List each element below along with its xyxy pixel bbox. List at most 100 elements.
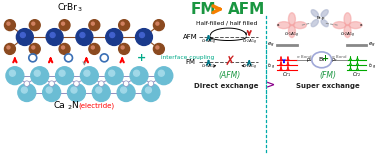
Circle shape	[106, 29, 122, 46]
Circle shape	[136, 29, 152, 46]
Ellipse shape	[321, 10, 328, 17]
Circle shape	[32, 22, 35, 25]
Circle shape	[105, 67, 123, 85]
Circle shape	[117, 84, 135, 101]
Text: (AFM): (AFM)	[218, 71, 240, 80]
Text: AFM: AFM	[183, 34, 198, 40]
Text: FM: FM	[186, 59, 196, 65]
Ellipse shape	[333, 22, 346, 29]
Circle shape	[59, 43, 70, 54]
Circle shape	[123, 81, 129, 86]
Text: +: +	[321, 54, 328, 63]
Circle shape	[68, 84, 85, 101]
Circle shape	[91, 46, 94, 49]
Ellipse shape	[277, 22, 290, 29]
Circle shape	[34, 70, 40, 76]
Circle shape	[50, 32, 55, 38]
Circle shape	[96, 87, 102, 93]
Ellipse shape	[321, 19, 328, 27]
Circle shape	[46, 87, 52, 93]
Text: $Cr_2$: $Cr_2$	[352, 70, 361, 79]
Circle shape	[158, 70, 164, 76]
Text: interface coupling: interface coupling	[161, 55, 214, 60]
Text: Direct exchange: Direct exchange	[194, 83, 259, 89]
Text: $Cr_2A_{1g}$: $Cr_2A_{1g}$	[242, 62, 257, 71]
Text: FM: FM	[191, 2, 216, 17]
Text: Br: Br	[318, 57, 325, 62]
Circle shape	[153, 43, 164, 54]
Circle shape	[89, 43, 100, 54]
Circle shape	[92, 84, 110, 101]
Circle shape	[24, 81, 29, 86]
Text: Super exchange: Super exchange	[296, 83, 359, 89]
Text: $Cr_1A_{1g}$: $Cr_1A_{1g}$	[201, 38, 216, 46]
Circle shape	[16, 29, 33, 46]
Text: $Cr_1A_{1g}$: $Cr_1A_{1g}$	[201, 62, 216, 71]
Text: $p_l$: $p_l$	[306, 56, 312, 64]
Circle shape	[84, 70, 90, 76]
Text: $Cr_2A_{1g}$: $Cr_2A_{1g}$	[242, 38, 257, 46]
Text: $t_{2g}$: $t_{2g}$	[267, 62, 275, 72]
Text: +: +	[137, 53, 147, 63]
Circle shape	[153, 20, 164, 31]
Circle shape	[21, 87, 27, 93]
Text: $e_g$: $e_g$	[369, 40, 376, 50]
Text: ✗: ✗	[224, 55, 235, 68]
Text: σ Bond: σ Bond	[332, 55, 347, 59]
Circle shape	[99, 81, 104, 86]
Circle shape	[59, 20, 70, 31]
Circle shape	[32, 46, 35, 49]
Ellipse shape	[311, 10, 318, 17]
Circle shape	[148, 81, 154, 86]
Text: Br-p: Br-p	[316, 16, 325, 20]
Ellipse shape	[344, 13, 351, 26]
Ellipse shape	[288, 13, 295, 26]
Text: $Cr_1A_{1g}$: $Cr_1A_{1g}$	[285, 30, 299, 38]
Circle shape	[43, 84, 60, 101]
Circle shape	[109, 70, 115, 76]
Circle shape	[7, 22, 10, 25]
Text: N: N	[71, 101, 78, 110]
Text: AFM: AFM	[228, 2, 265, 17]
Circle shape	[133, 70, 139, 76]
Ellipse shape	[344, 25, 351, 38]
Circle shape	[110, 32, 115, 38]
Circle shape	[119, 20, 130, 31]
Ellipse shape	[349, 22, 362, 29]
Circle shape	[91, 22, 94, 25]
Text: Ca: Ca	[54, 101, 65, 110]
Circle shape	[46, 29, 63, 46]
Circle shape	[142, 84, 160, 101]
Text: Half-filled / half filled: Half-filled / half filled	[196, 21, 257, 26]
Circle shape	[81, 67, 98, 85]
Ellipse shape	[293, 22, 306, 29]
Circle shape	[130, 67, 148, 85]
Text: $t_{2g}$: $t_{2g}$	[369, 62, 376, 72]
Text: (electride): (electride)	[78, 102, 115, 109]
Text: a: a	[360, 23, 363, 27]
Text: >: >	[265, 81, 275, 91]
Ellipse shape	[288, 25, 295, 38]
Circle shape	[146, 87, 152, 93]
Circle shape	[7, 46, 10, 49]
Circle shape	[121, 87, 127, 93]
Text: (FM): (FM)	[319, 71, 336, 80]
Circle shape	[89, 20, 100, 31]
Text: 2: 2	[68, 105, 71, 110]
Circle shape	[74, 81, 79, 86]
Ellipse shape	[311, 19, 318, 27]
Circle shape	[5, 20, 15, 31]
Text: σ Bond: σ Bond	[297, 55, 311, 59]
Circle shape	[29, 43, 40, 54]
Circle shape	[139, 32, 144, 38]
Circle shape	[156, 46, 159, 49]
Circle shape	[80, 32, 85, 38]
Text: $p_r$: $p_r$	[331, 56, 338, 64]
Circle shape	[31, 67, 49, 85]
Circle shape	[121, 22, 124, 25]
Circle shape	[59, 70, 65, 76]
Text: $Cr_1$: $Cr_1$	[282, 70, 291, 79]
Circle shape	[49, 81, 54, 86]
Circle shape	[6, 67, 24, 85]
Text: $Cr_2A_{1g}$: $Cr_2A_{1g}$	[340, 30, 355, 38]
